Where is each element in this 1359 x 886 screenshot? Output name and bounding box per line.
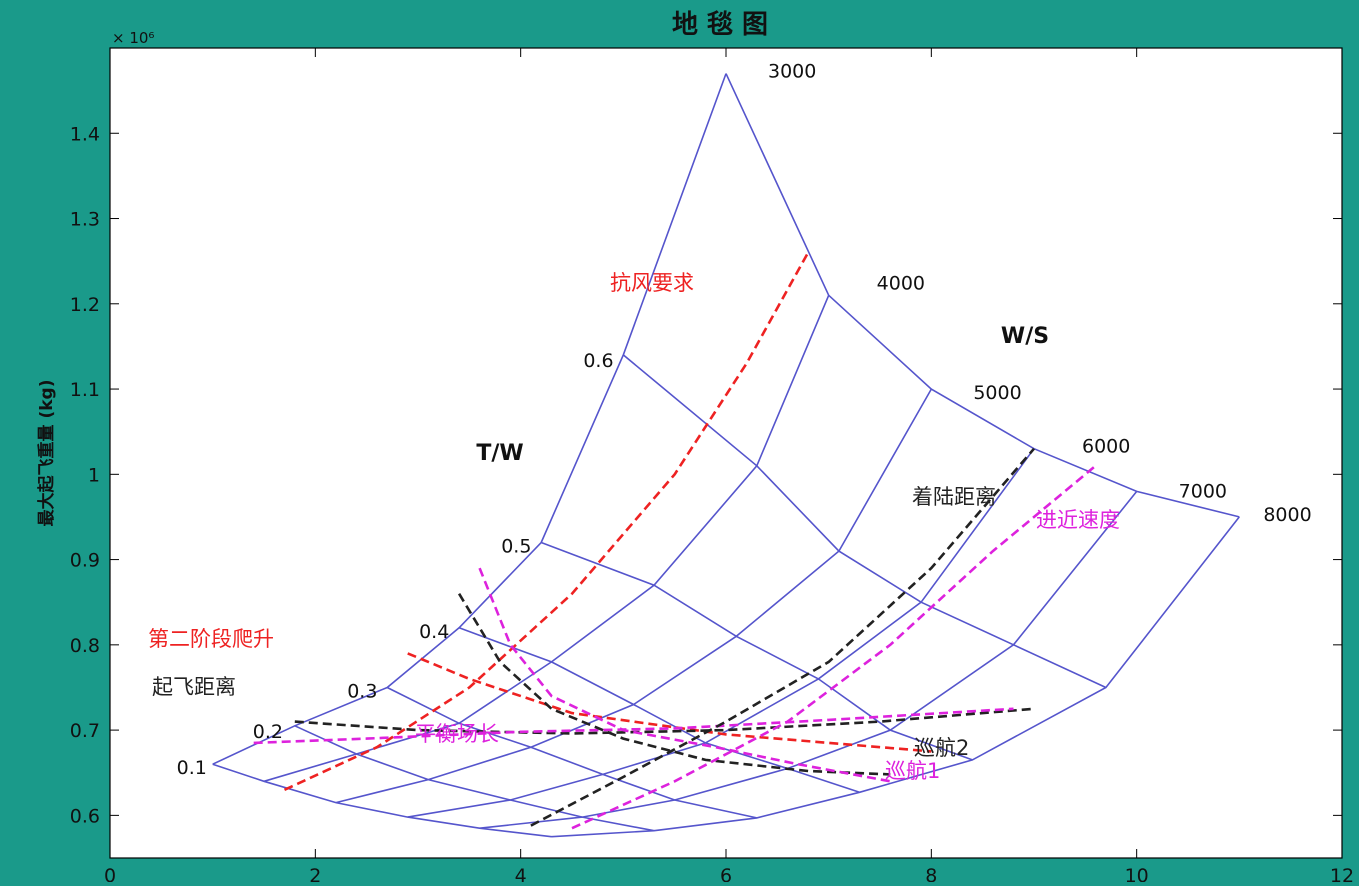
y-axis-label: 最大起飞重量 (kg) xyxy=(36,380,57,527)
axis-ticks: 0 2 4 6 8 10 12 0.6 0.7 0.8 0.9 1 1.1 1.2 1.3 1.4 xyxy=(70,48,1354,886)
tw-label: 0.4 xyxy=(419,621,449,643)
y-multiplier: × 10⁶ xyxy=(112,29,154,47)
tw-curve xyxy=(540,541,973,761)
constraint-label: 平衡场长 xyxy=(415,722,499,746)
constraint-label: 着陆距离 xyxy=(912,485,996,509)
tw-label: 0.2 xyxy=(253,721,283,743)
tw-curve xyxy=(458,627,860,794)
plot-area xyxy=(109,47,1343,859)
x-tick-label: 4 xyxy=(515,865,527,882)
ws-label: 3000 xyxy=(768,61,816,83)
x-tick-label: 2 xyxy=(309,865,321,882)
chart-title: 地 毯 图 xyxy=(672,9,768,40)
constraint-label: 抗风要求 xyxy=(610,271,694,295)
constraint-label: 巡航2 xyxy=(914,736,969,760)
ws-label: 4000 xyxy=(877,272,925,294)
tw-axis-title: T/W xyxy=(476,441,523,466)
x-tick-label: 12 xyxy=(1330,865,1354,882)
y-tick-label: 0.6 xyxy=(70,805,100,827)
tw-label: 0.1 xyxy=(177,757,207,779)
y-tick-label: 1.3 xyxy=(70,209,100,231)
constraint-line xyxy=(478,567,891,783)
constraint-line xyxy=(253,707,1014,745)
y-tick-label: 0.9 xyxy=(70,550,100,572)
carpet-labels: 0.1 0.2 0.3 0.4 0.5 0.6 3000 4000 5000 6000 7000 80… xyxy=(148,61,1312,783)
y-tick-label: 1.2 xyxy=(70,294,100,316)
carpet-grid xyxy=(212,73,1240,838)
tw-curve xyxy=(386,686,757,819)
tw-curve xyxy=(212,763,552,838)
tw-curve xyxy=(725,73,1240,518)
ws-label: 6000 xyxy=(1082,436,1130,458)
constraint-line xyxy=(457,593,891,776)
ws-label: 8000 xyxy=(1263,504,1311,526)
constraint-label: 第二阶段爬升 xyxy=(148,627,274,651)
tw-label: 0.3 xyxy=(347,680,377,702)
constraint-line xyxy=(530,447,1035,827)
tw-label: 0.6 xyxy=(583,350,613,372)
constraint-label: 进近速度 xyxy=(1036,508,1120,532)
y-tick-label: 0.8 xyxy=(70,635,100,657)
constraint-line xyxy=(407,652,932,753)
ws-axis-title: W/S xyxy=(1001,324,1049,349)
tw-curve xyxy=(294,725,655,832)
ws-label: 7000 xyxy=(1179,480,1227,502)
x-tick-label: 8 xyxy=(925,865,937,882)
ws-label: 5000 xyxy=(973,382,1021,404)
constraint-label: 巡航1 xyxy=(885,759,940,783)
x-tick-label: 10 xyxy=(1125,865,1149,882)
y-tick-label: 1.1 xyxy=(70,379,100,401)
constraint-curves xyxy=(253,251,1097,830)
x-tick-label: 0 xyxy=(104,865,116,882)
constraint-line xyxy=(294,707,1035,735)
x-tick-label: 6 xyxy=(720,865,732,882)
tw-curve xyxy=(622,354,1107,689)
y-tick-label: 1 xyxy=(88,464,100,486)
y-tick-label: 0.7 xyxy=(70,720,100,742)
y-tick-label: 1.4 xyxy=(70,123,100,145)
tw-label: 0.5 xyxy=(501,536,531,558)
constraint-line xyxy=(283,251,810,791)
constraint-label: 起飞距离 xyxy=(152,675,236,699)
